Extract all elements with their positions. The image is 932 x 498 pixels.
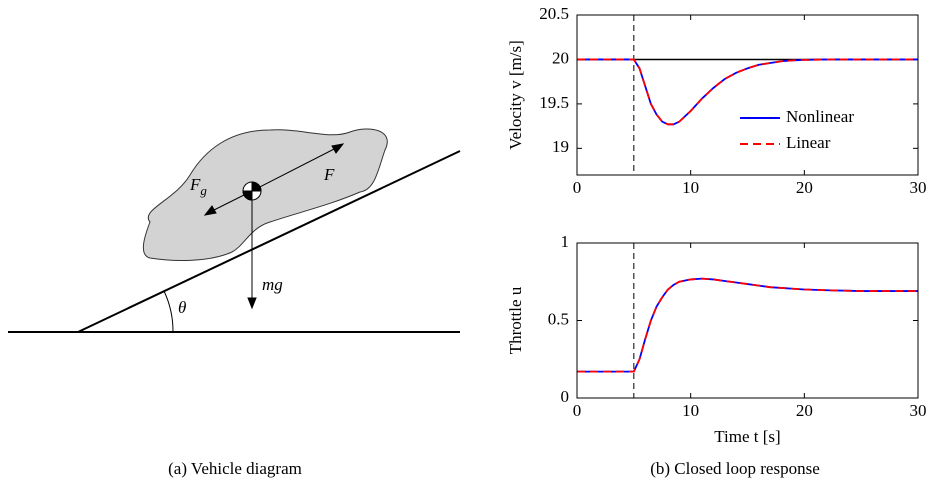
plot-area xyxy=(577,243,918,398)
y-tick-label: 20 xyxy=(552,48,569,67)
friction-label: Fg xyxy=(189,175,207,198)
legend-label: Linear xyxy=(786,133,831,152)
caption: (a) Vehicle diagram xyxy=(168,459,302,478)
y-tick-label: 0.5 xyxy=(548,309,569,328)
series-line xyxy=(577,277,918,373)
y-tick-label: 0 xyxy=(561,387,570,406)
y-tick-label: 1 xyxy=(561,232,570,251)
center-of-mass-fill xyxy=(242,181,262,201)
vehicle-diagram xyxy=(8,128,461,333)
friction-label-main: F xyxy=(189,175,201,194)
angle-arc xyxy=(163,290,174,333)
car-body xyxy=(142,128,388,261)
x-tick-label: 10 xyxy=(682,178,699,197)
legend-label: Nonlinear xyxy=(786,107,854,126)
series-line xyxy=(577,58,918,126)
force-arrow xyxy=(251,145,341,192)
axes-frame xyxy=(576,242,919,399)
gravity-label: mg xyxy=(262,275,283,294)
slope xyxy=(77,150,461,333)
x-tick-label: 20 xyxy=(796,401,813,420)
x-axis-label: Time t [s] xyxy=(714,427,780,446)
y-axis-label: Velocity v [m/s] xyxy=(506,40,525,150)
y-tick-label: 19.5 xyxy=(539,93,569,112)
caption: (b) Closed loop response xyxy=(650,459,820,478)
x-tick-label: 20 xyxy=(796,178,813,197)
x-tick-label: 10 xyxy=(682,401,699,420)
x-tick-label: 30 xyxy=(910,178,927,197)
x-tick-label: 30 xyxy=(910,401,927,420)
angle-label: θ xyxy=(178,298,186,317)
y-axis-label: Throttle u xyxy=(506,286,525,354)
force-label: F xyxy=(323,165,335,184)
y-tick-label: 19 xyxy=(552,137,569,156)
arrow-head xyxy=(331,143,345,154)
x-tick-label: 0 xyxy=(573,178,582,197)
arrow-head xyxy=(247,297,257,310)
friction-label-sub: g xyxy=(200,183,207,198)
x-tick-label: 0 xyxy=(573,401,582,420)
plot-area xyxy=(577,15,918,175)
axes-frame xyxy=(576,14,919,176)
arrow-head xyxy=(203,205,217,216)
y-tick-label: 20.5 xyxy=(539,4,569,23)
